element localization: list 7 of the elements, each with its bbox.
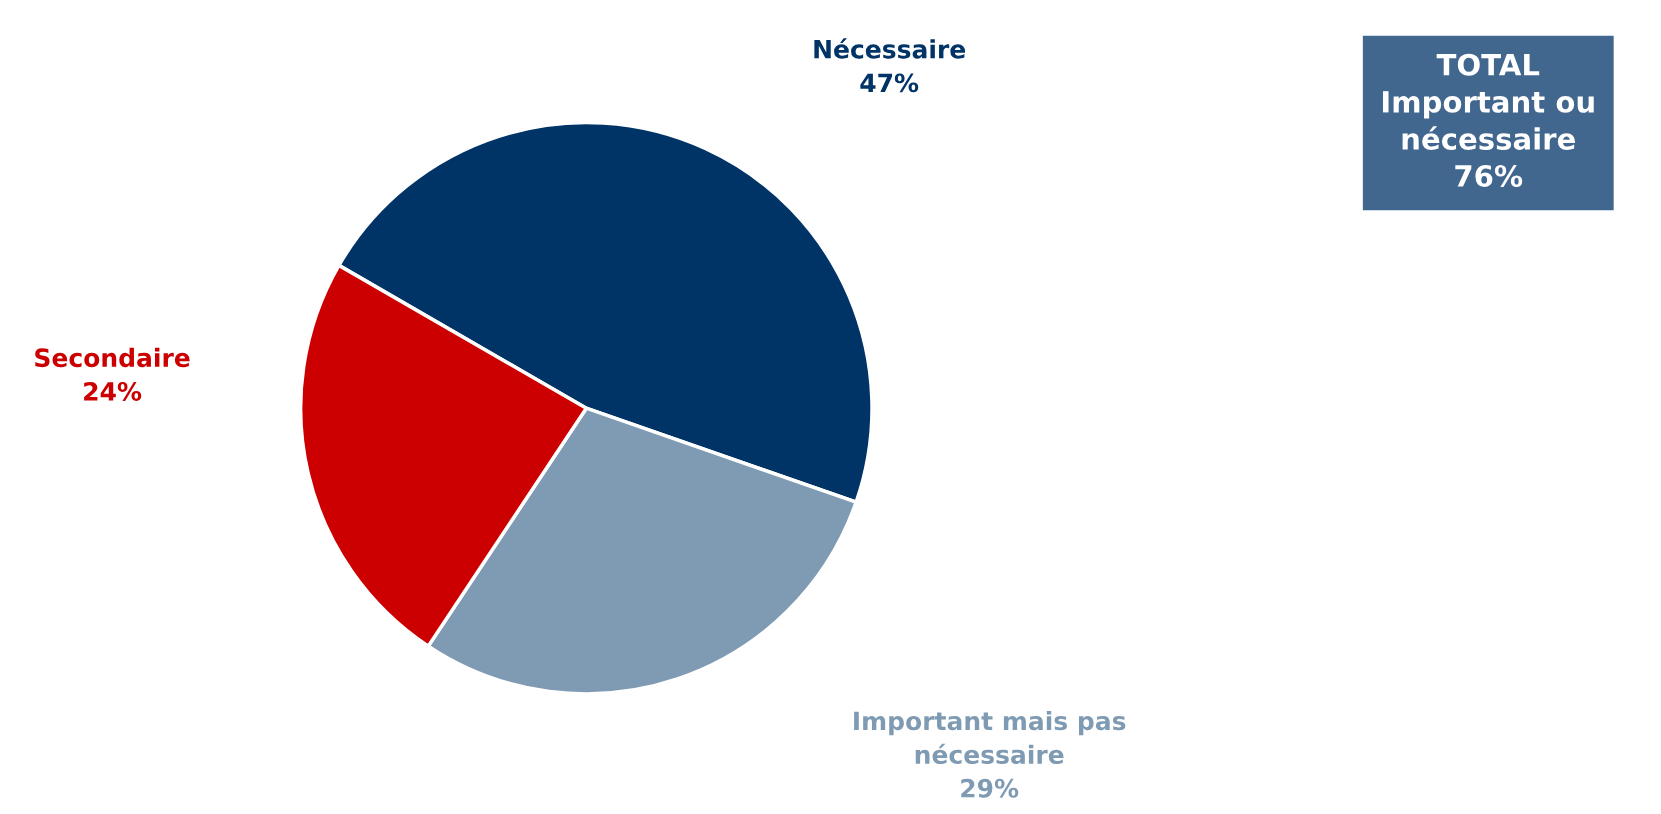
data-label: 29% xyxy=(961,778,1019,798)
slice-label: Nécessaire xyxy=(814,38,966,59)
text: TOTAL Important ou nécessaire 76% xyxy=(1383,53,1594,188)
slice-label: Important mais pas nécessaire xyxy=(854,710,1126,765)
data-label: 24% xyxy=(84,381,142,401)
slice-label: Secondaire xyxy=(35,347,190,368)
data-label: 47% xyxy=(860,73,919,93)
